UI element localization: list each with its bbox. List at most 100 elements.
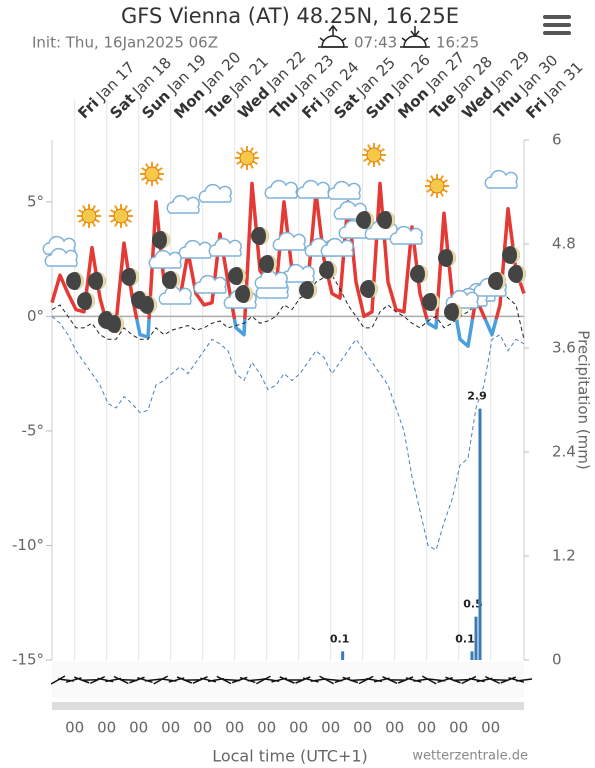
moon-disc xyxy=(251,227,269,245)
moon-icon xyxy=(139,296,157,314)
wind-barb xyxy=(358,675,374,685)
moon-disc xyxy=(77,292,95,310)
moon-icon xyxy=(488,272,506,290)
moon-icon xyxy=(66,272,84,290)
sun-ray xyxy=(236,160,242,165)
precip-label: 0.1 xyxy=(330,632,350,645)
sun-ray xyxy=(426,179,432,184)
moon-disc xyxy=(121,268,139,286)
moon-icon xyxy=(299,281,317,299)
x-tick-label: 00 xyxy=(129,719,148,737)
moon-icon xyxy=(319,261,337,279)
moon-icon xyxy=(438,249,456,267)
sun-disc xyxy=(144,166,160,182)
cloud-icon xyxy=(198,183,232,203)
y-tick-label: 5° xyxy=(27,192,44,210)
moon-disc xyxy=(66,272,84,290)
x-tick-label: 00 xyxy=(97,719,116,737)
y2-tick-label: 0 xyxy=(552,651,562,669)
sun-ray xyxy=(439,191,444,197)
sun-ray xyxy=(114,205,119,211)
moon-disc xyxy=(502,246,520,264)
sun-ray xyxy=(376,160,381,166)
sun-ray xyxy=(376,144,381,150)
x-tick-label: 00 xyxy=(193,719,212,737)
sun-ray xyxy=(141,167,147,172)
sun-ray xyxy=(442,179,448,184)
y-tick-label: 0° xyxy=(27,307,44,325)
day-date: Jan 25 xyxy=(352,53,399,100)
moon-icon xyxy=(356,211,374,229)
day-name: Tue xyxy=(426,88,460,122)
moon-icon xyxy=(88,272,106,290)
y2-tick-label: 3.6 xyxy=(552,339,576,357)
y2-tick-label: 4.8 xyxy=(552,235,576,253)
cloud-icon xyxy=(264,179,298,199)
wind-barb xyxy=(500,676,517,684)
sun-ray xyxy=(126,209,132,214)
x-tick-label: 00 xyxy=(257,719,276,737)
sun-icon xyxy=(235,146,259,170)
moon-lit xyxy=(431,293,440,311)
moon-icon xyxy=(410,265,428,283)
sun-ray xyxy=(145,163,150,169)
moon-disc xyxy=(228,267,246,285)
wind-barb xyxy=(192,676,208,684)
moon-disc xyxy=(106,315,124,333)
day-date: Jan 19 xyxy=(163,50,210,97)
moon-disc xyxy=(88,272,106,290)
moon-disc xyxy=(508,265,526,283)
moon-lit xyxy=(75,272,84,290)
wind-barb xyxy=(81,678,98,682)
sun-ray xyxy=(141,176,147,181)
sun-ray xyxy=(363,148,369,153)
moon-disc xyxy=(488,272,506,290)
wind-barb xyxy=(397,676,414,684)
y-tick-label: -15° xyxy=(12,651,44,669)
moon-lit xyxy=(244,285,253,303)
wind-barb xyxy=(350,678,367,682)
sun-ray xyxy=(110,209,116,214)
sun-ray xyxy=(91,221,96,227)
wind-barb xyxy=(255,675,271,685)
wind-barb xyxy=(295,676,311,684)
x-tick-label: 00 xyxy=(481,719,500,737)
wind-barb xyxy=(247,678,264,682)
sun-icon xyxy=(425,174,449,198)
moon-lit xyxy=(115,315,124,333)
cloud-icon xyxy=(178,239,212,259)
day-date: Jan 26 xyxy=(387,50,434,97)
sun-ray xyxy=(430,191,435,197)
sun-ray xyxy=(157,176,163,181)
sun-ray xyxy=(252,160,258,165)
moon-icon xyxy=(235,285,253,303)
precip-bar xyxy=(478,408,482,660)
y2-tick-label: 2.4 xyxy=(552,443,576,461)
moon-disc xyxy=(152,231,170,249)
cloud-icon xyxy=(44,247,78,267)
x-tick-label: 00 xyxy=(65,719,84,737)
menu-button[interactable] xyxy=(543,15,571,35)
credit: wetterzentrale.de xyxy=(412,749,528,764)
cloud-icon xyxy=(389,225,423,245)
wind-barb xyxy=(89,675,106,685)
wind-barb xyxy=(153,675,169,685)
moon-lit xyxy=(130,268,139,286)
moon-icon xyxy=(360,280,378,298)
sun-ray xyxy=(379,148,385,153)
y2-tick-label: 1.2 xyxy=(552,547,576,565)
moon-disc xyxy=(139,296,157,314)
x-tick-label: 00 xyxy=(321,719,340,737)
wind-barb xyxy=(508,677,525,683)
moon-disc xyxy=(319,261,337,279)
moon-icon xyxy=(444,303,462,321)
moon-lit xyxy=(97,272,106,290)
sun-ray xyxy=(240,163,245,169)
subtitle: Init: Thu, 16Jan2025 06Z xyxy=(32,34,218,52)
cloud-icon xyxy=(484,169,518,189)
wind-barb xyxy=(137,676,153,684)
moon-icon xyxy=(259,255,277,273)
sun-ray xyxy=(439,175,444,181)
moon-icon xyxy=(152,231,170,249)
